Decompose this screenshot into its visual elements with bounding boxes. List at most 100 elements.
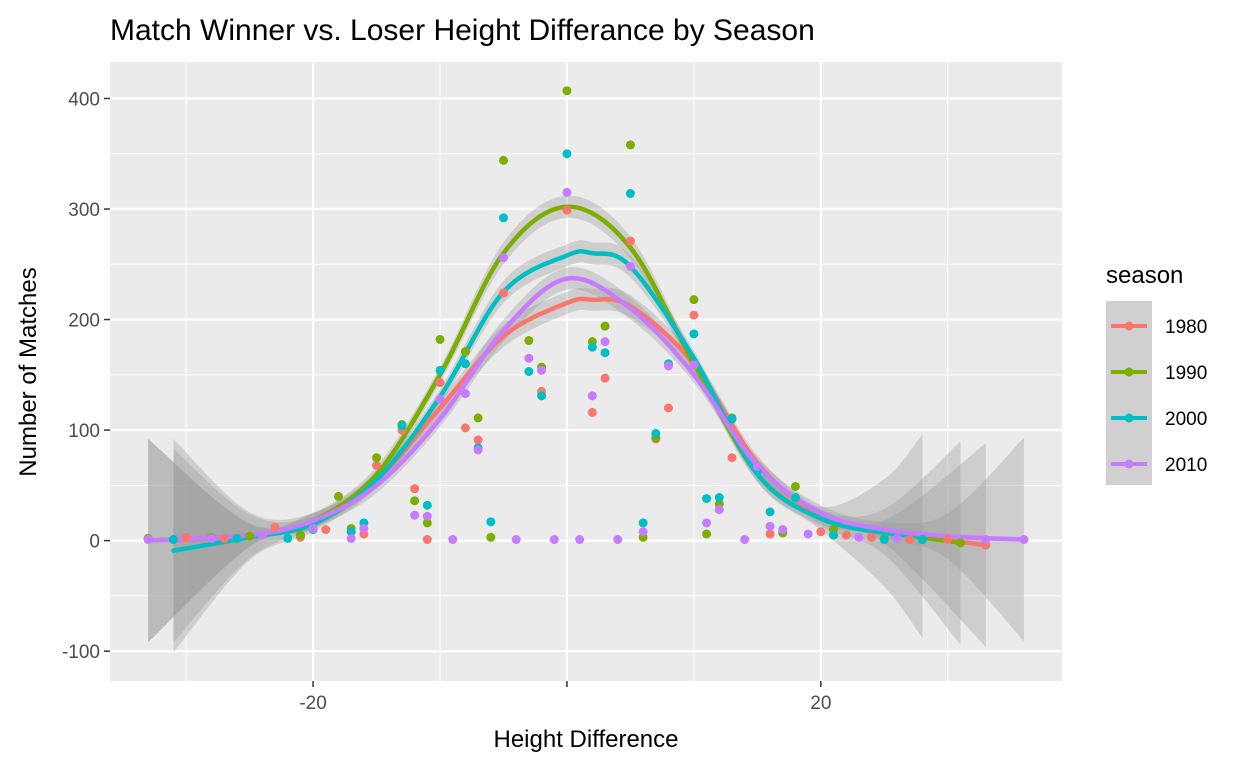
point-1980 [562,205,572,215]
legend-key-point-1990 [1124,367,1134,377]
point-2010 [524,353,534,363]
point-1990 [562,86,572,96]
point-2010 [740,535,750,545]
point-1990 [625,140,635,150]
point-1990 [422,518,432,528]
point-2010 [410,510,420,520]
point-1980 [587,407,597,417]
point-2000 [422,500,432,510]
point-1980 [498,288,508,298]
point-2010 [714,505,724,515]
legend-key-background [1106,301,1152,485]
point-2010 [664,361,674,371]
y-axis: -100 0 100 200 300 400 [62,89,110,663]
x-axis-title: Height Difference [494,726,679,753]
point-1980 [905,535,915,545]
y-tick-label: 300 [68,200,100,221]
point-1990 [955,538,965,548]
point-1990 [702,529,712,539]
point-1980 [727,453,737,463]
point-2010 [752,462,762,472]
data-points [143,86,1029,550]
point-1990 [295,530,305,540]
legend-items: 1980 1990 2000 2010 [1111,317,1207,476]
point-2010 [702,518,712,528]
point-2010 [257,530,267,540]
point-2010 [1019,535,1029,545]
point-1990 [410,496,420,506]
x-axis: -20 20 [299,681,831,714]
point-2010 [511,535,521,545]
point-1980 [689,310,699,320]
y-tick-label: -100 [62,642,100,663]
point-2010 [765,521,775,531]
point-2010 [587,391,597,401]
point-2010 [422,511,432,521]
point-2000 [587,342,597,352]
point-1990 [689,295,699,305]
point-2000 [638,518,648,528]
point-2010 [359,523,369,533]
point-1990 [486,532,496,542]
y-tick-label: 0 [89,532,100,553]
legend-title: season [1106,262,1183,289]
point-1990 [600,321,610,331]
point-2010 [308,523,318,533]
point-2010 [473,445,483,455]
point-1990 [473,413,483,423]
point-1980 [270,522,280,532]
point-2000 [702,494,712,504]
point-2000 [283,533,293,543]
point-1990 [498,155,508,165]
chart-title: Match Winner vs. Loser Height Differance… [110,14,815,47]
point-2000 [486,517,496,527]
point-2010 [892,533,902,543]
point-2000 [168,535,178,545]
minor-gridlines [110,62,1062,681]
point-1980 [816,527,826,537]
point-2010 [689,360,699,370]
point-2010 [346,533,356,543]
point-1980 [435,378,445,388]
smooth-curves [145,204,1027,553]
point-1980 [943,535,953,545]
point-2000 [651,428,661,438]
legend-key-point-2010 [1124,459,1134,469]
legend-label-2000: 2000 [1165,409,1207,430]
x-tick-label: -20 [299,693,326,714]
point-2000 [917,535,927,545]
point-2010 [562,187,572,197]
point-2010 [460,389,470,399]
y-tick-label: 200 [68,311,100,332]
point-1990 [435,334,445,344]
point-2000 [600,348,610,358]
legend-key-point-2000 [1124,413,1134,423]
point-2000 [727,414,737,424]
point-2010 [625,261,635,271]
point-1980 [625,236,635,246]
point-2010 [803,529,813,539]
point-1980 [181,532,191,542]
x-tick-label: 20 [810,693,831,714]
legend-label-1980: 1980 [1165,317,1207,338]
point-2010 [207,533,217,543]
legend-label-1990: 1990 [1165,363,1207,384]
point-2010 [143,535,153,545]
point-2010 [498,253,508,263]
point-1980 [765,529,775,539]
point-2000 [232,533,242,543]
point-2000 [790,493,800,503]
point-1980 [321,525,331,535]
point-1990 [333,491,343,501]
point-2010 [778,525,788,535]
point-1980 [219,533,229,543]
point-1980 [841,530,851,540]
point-2000 [346,527,356,537]
point-2010 [600,337,610,347]
point-2000 [689,329,699,339]
point-1980 [460,423,470,433]
point-2010 [638,527,648,537]
point-2010 [575,535,585,545]
point-1980 [664,403,674,413]
